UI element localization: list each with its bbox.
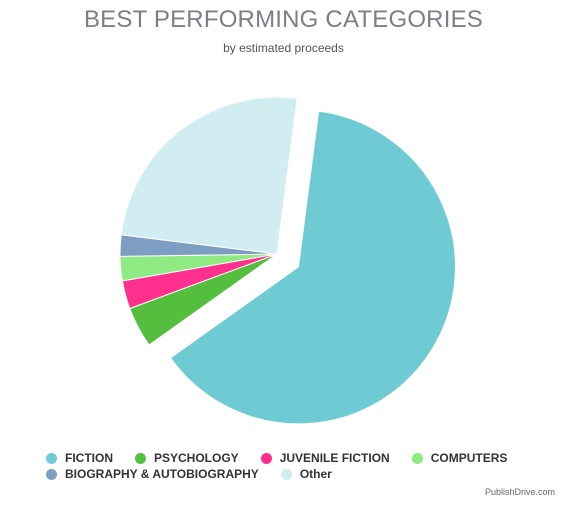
legend-label-psychology: PSYCHOLOGY	[154, 451, 239, 465]
legend-item-psychology[interactable]: PSYCHOLOGY	[135, 451, 239, 465]
legend-item-juvenile-fiction[interactable]: JUVENILE FICTION	[260, 451, 390, 465]
legend-item-computers[interactable]: COMPUTERS	[411, 451, 508, 465]
legend-swatch-computers	[411, 452, 423, 464]
legend-swatch-biography	[46, 468, 57, 480]
legend-row-1: FICTION PSYCHOLOGY JUVENILE FICTION COMP…	[46, 450, 546, 466]
legend: FICTION PSYCHOLOGY JUVENILE FICTION COMP…	[46, 450, 546, 482]
legend-swatch-juvenile-fiction	[260, 452, 272, 464]
legend-item-biography[interactable]: BIOGRAPHY & AUTOBIOGRAPHY	[46, 467, 259, 481]
legend-label-other: Other	[299, 467, 332, 481]
legend-swatch-fiction	[46, 452, 57, 464]
legend-label-juvenile-fiction: JUVENILE FICTION	[279, 451, 390, 465]
legend-label-biography: BIOGRAPHY & AUTOBIOGRAPHY	[65, 467, 259, 481]
legend-swatch-psychology	[135, 452, 146, 464]
legend-label-computers: COMPUTERS	[430, 451, 508, 465]
legend-item-other[interactable]: Other	[280, 467, 332, 481]
chart-subtitle: by estimated proceeds	[223, 41, 344, 55]
pie-slice-fiction[interactable]	[169, 110, 456, 425]
pie-slice-other[interactable]	[120, 96, 298, 255]
legend-swatch-other	[280, 468, 292, 480]
legend-item-fiction[interactable]: FICTION	[46, 451, 113, 465]
legend-label-fiction: FICTION	[65, 451, 113, 465]
chart-title: BEST PERFORMING CATEGORIES	[83, 6, 484, 33]
pie-chart	[119, 96, 456, 425]
credit-link[interactable]: PublishDrive.com	[484, 487, 555, 497]
legend-row-2: BIOGRAPHY & AUTOBIOGRAPHY Other	[46, 466, 546, 482]
